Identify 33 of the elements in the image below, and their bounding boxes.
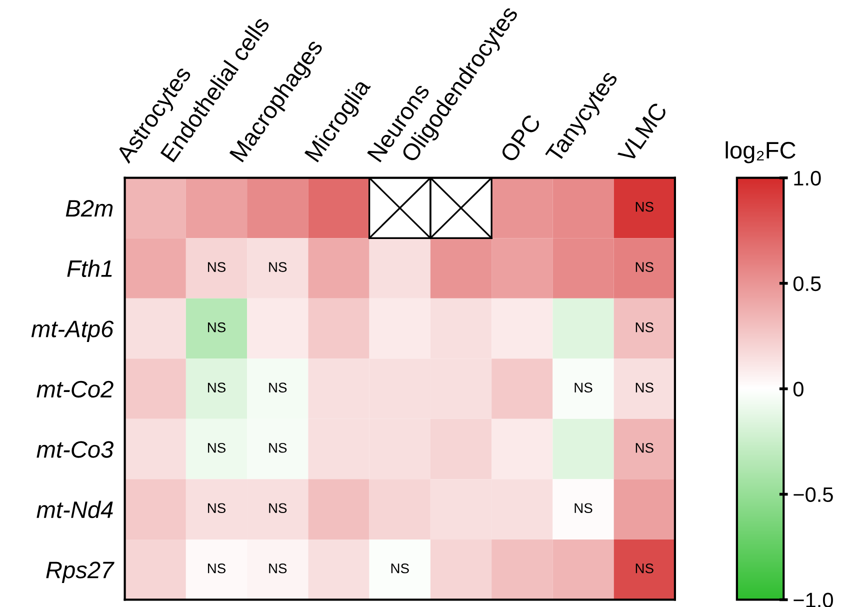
data-label: NS xyxy=(636,382,654,393)
data-label: NS xyxy=(636,202,654,212)
data-label: NS xyxy=(636,442,654,453)
data-label: NS xyxy=(269,442,287,453)
y-tick-label: B2m xyxy=(66,200,113,217)
data-label: NS xyxy=(208,322,226,332)
data-label: NS xyxy=(636,262,654,272)
y-tick-label: Fth1 xyxy=(67,260,112,278)
y-tick-label: mt-Co3 xyxy=(36,441,114,458)
data-label: NS xyxy=(574,503,592,514)
data-label: NS xyxy=(208,262,226,272)
y-tick-label: mt-Atp6 xyxy=(31,320,114,342)
data-label: NS xyxy=(208,382,226,393)
data-label: NS xyxy=(269,262,287,272)
color-bar-label: 0.5 xyxy=(793,276,821,292)
color-bar-label: 0 xyxy=(793,382,804,397)
data-label: NS xyxy=(269,563,287,574)
data-label: NS xyxy=(269,503,287,514)
data-label: NS xyxy=(636,563,654,574)
y-tick-label: Rps27 xyxy=(46,562,114,584)
data-label: NS xyxy=(574,382,592,393)
data-label: NS xyxy=(636,322,654,332)
color-bar-label: 1.0 xyxy=(794,170,821,186)
data-label: NS xyxy=(208,442,226,453)
color-bar-label: −1.0 xyxy=(794,592,833,607)
color-bar-title: log₂FC xyxy=(726,141,796,164)
data-label: NS xyxy=(208,503,226,514)
color-bar-label: −0.5 xyxy=(794,487,833,502)
y-tick-label: mt-Co2 xyxy=(36,380,114,398)
data-label: NS xyxy=(269,382,287,393)
y-tick-label: mt-Nd4 xyxy=(36,500,113,518)
data-label: NS xyxy=(391,563,409,574)
data-label: NS xyxy=(208,563,226,574)
